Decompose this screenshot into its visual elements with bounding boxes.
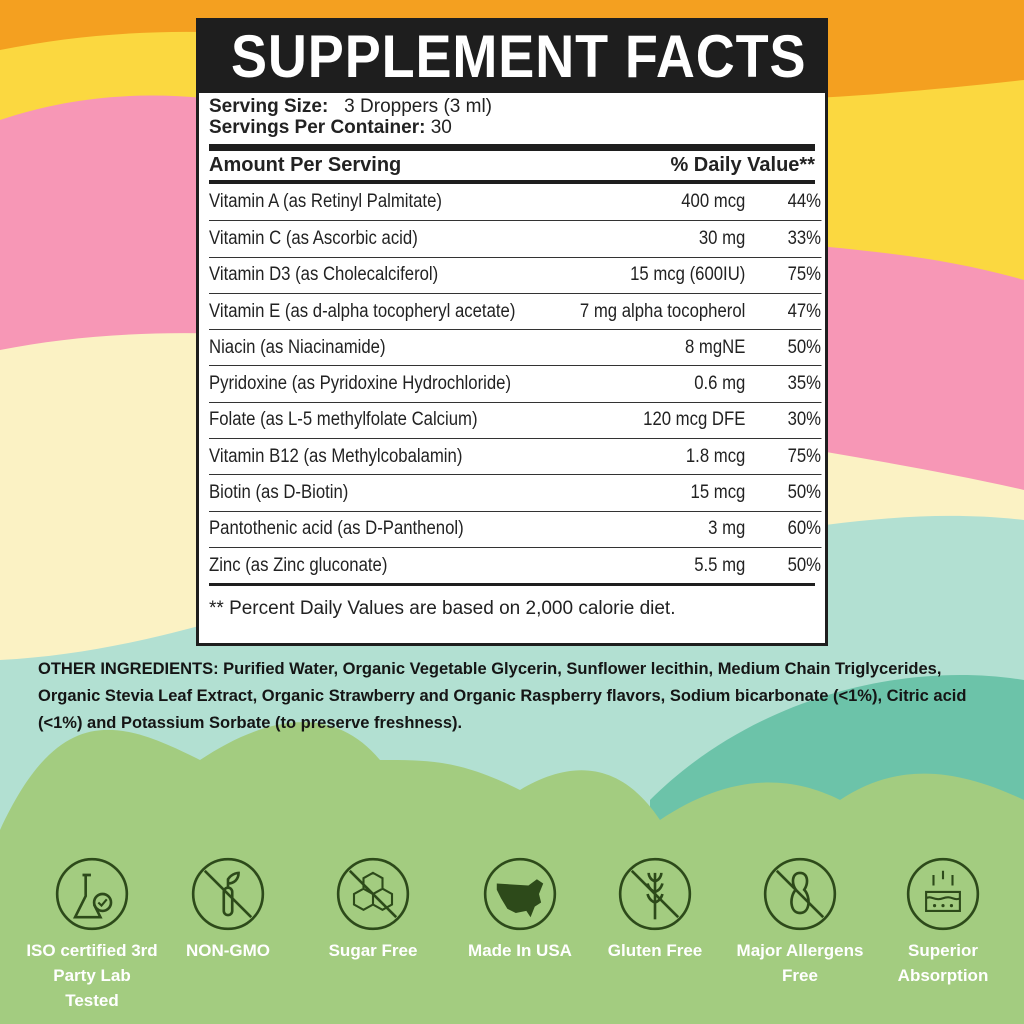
- dv-header: % Daily Value**: [670, 154, 815, 176]
- non-gmo-icon: [191, 857, 265, 931]
- table-row: Zinc (as Zinc gluconate) 5.5 mg 50%: [209, 546, 822, 583]
- badge-non-gmo: NON-GMO: [162, 856, 294, 963]
- badge-gluten-free: Gluten Free: [589, 856, 721, 963]
- nutrient-dv: 50%: [787, 336, 822, 358]
- nutrient-amount: 400 mcg: [681, 191, 746, 213]
- nutrient-amount: 15 mcg: [690, 482, 746, 504]
- nutrient-name: Pantothenic acid (as D-Panthenol): [209, 518, 464, 540]
- amount-header: Amount Per Serving: [209, 154, 402, 176]
- nutrient-dv: 75%: [787, 264, 822, 286]
- badge-sugar-free: Sugar Free: [307, 856, 439, 963]
- nutrient-name: Vitamin D3 (as Cholecalciferol): [209, 264, 439, 286]
- nutrient-name: Zinc (as Zinc gluconate): [209, 554, 388, 576]
- nutrient-amount: 7 mg alpha tocopherol: [579, 300, 746, 322]
- nutrient-amount: 15 mcg (600IU): [630, 264, 746, 286]
- nutrient-name: Pyridoxine (as Pyridoxine Hydrochloride): [209, 373, 512, 395]
- table-row: Biotin (as D-Biotin) 15 mcg 50%: [209, 474, 822, 510]
- usa-map-icon: [483, 857, 557, 931]
- badge-label: Major Allergens Free: [736, 941, 864, 985]
- panel-title-text: SUPPLEMENT FACTS: [230, 23, 807, 90]
- table-row: Vitamin C (as Ascorbic acid) 30 mg 33%: [209, 220, 822, 256]
- nutrient-name: Folate (as L-5 methylfolate Calcium): [209, 409, 478, 431]
- nutrient-dv: 50%: [787, 554, 822, 576]
- sugar-free-icon: [336, 857, 410, 931]
- panel-title: SUPPLEMENT FACTS: [199, 21, 825, 93]
- nutrient-name: Vitamin E (as d-alpha tocopheryl acetate…: [209, 300, 516, 322]
- table-row: Folate (as L-5 methylfolate Calcium) 120 …: [209, 401, 822, 438]
- nutrient-dv: 75%: [787, 445, 822, 467]
- serving-size-label: Serving Size:: [209, 96, 329, 117]
- other-ingredients: OTHER INGREDIENTS: Purified Water, Organ…: [38, 660, 967, 732]
- lab-flask-icon: [55, 857, 129, 931]
- badge-usa-map: Made In USA: [454, 856, 586, 963]
- gluten-free-icon: [618, 857, 692, 931]
- absorption-icon: [906, 857, 980, 931]
- nutrient-amount: 30 mg: [698, 227, 746, 249]
- nutrient-name: Biotin (as D-Biotin): [209, 482, 349, 504]
- nutrient-name: Vitamin B12 (as Methylcobalamin): [209, 445, 463, 467]
- nutrient-dv: 35%: [787, 373, 822, 395]
- supplement-facts-panel: SUPPLEMENT FACTS Serving Size: 3 Dropper…: [196, 18, 828, 646]
- nutrient-dv: 47%: [787, 300, 822, 322]
- nutrient-dv: 60%: [787, 518, 822, 540]
- badge-lab-flask: ISO certified 3rd Party Lab Tested: [26, 856, 158, 1013]
- divider: [209, 180, 815, 184]
- serving-size-value: 3 Droppers (3 ml): [344, 96, 492, 117]
- nutrient-dv: 50%: [787, 482, 822, 504]
- servings-value: 30: [430, 117, 452, 138]
- servings-label: Servings Per Container:: [209, 117, 426, 138]
- nutrient-name: Niacin (as Niacinamide): [209, 336, 386, 358]
- nutrient-amount: 3 mg: [708, 518, 746, 540]
- badge-label: NON-GMO: [185, 941, 271, 960]
- table-row: Niacin (as Niacinamide) 8 mgNE 50%: [209, 329, 822, 365]
- table-header: Amount Per Serving % Daily Value**: [199, 151, 825, 180]
- nutrient-amount: 0.6 mg: [694, 373, 746, 395]
- badge-allergen-free: Major Allergens Free: [734, 856, 866, 988]
- badge-absorption: Superior Absorption: [877, 856, 1009, 988]
- nutrient-name: Vitamin A (as Retinyl Palmitate): [209, 191, 442, 213]
- nutrient-name: Vitamin C (as Ascorbic acid): [209, 227, 418, 249]
- allergen-free-icon: [763, 857, 837, 931]
- badge-label: ISO certified 3rd Party Lab Tested: [26, 941, 158, 1010]
- badge-label: Sugar Free: [328, 941, 418, 960]
- table-row: Vitamin D3 (as Cholecalciferol) 15 mcg (6…: [209, 256, 822, 293]
- badge-label: Superior Absorption: [897, 941, 989, 985]
- table-row: Vitamin E (as d-alpha tocopheryl acetate…: [209, 292, 822, 329]
- nutrient-amount: 5.5 mg: [694, 554, 746, 576]
- badge-label: Gluten Free: [607, 941, 703, 960]
- badge-label: Made In USA: [468, 941, 572, 960]
- nutrient-table: Vitamin A (as Retinyl Palmitate) 400 mcg 4…: [209, 184, 822, 583]
- nutrient-dv: 33%: [787, 227, 822, 249]
- table-row: Vitamin B12 (as Methylcobalamin) 1.8 mcg 7…: [209, 438, 822, 474]
- serving-info: Serving Size: 3 Droppers (3 ml) Servings…: [199, 93, 825, 138]
- nutrient-dv: 44%: [787, 191, 822, 213]
- nutrient-amount: 8 mgNE: [684, 336, 746, 358]
- table-row: Pyridoxine (as Pyridoxine Hydrochloride)…: [209, 365, 822, 401]
- nutrient-amount: 1.8 mcg: [685, 445, 746, 467]
- footnote: ** Percent Daily Values are based on 2,0…: [209, 583, 815, 620]
- divider: [209, 144, 815, 151]
- nutrient-amount: 120 mcg DFE: [643, 409, 746, 431]
- nutrient-dv: 30%: [787, 409, 822, 431]
- table-row: Vitamin A (as Retinyl Palmitate) 400 mcg 4…: [209, 184, 821, 220]
- table-row: Pantothenic acid (as D-Panthenol) 3 mg 60%: [209, 510, 822, 547]
